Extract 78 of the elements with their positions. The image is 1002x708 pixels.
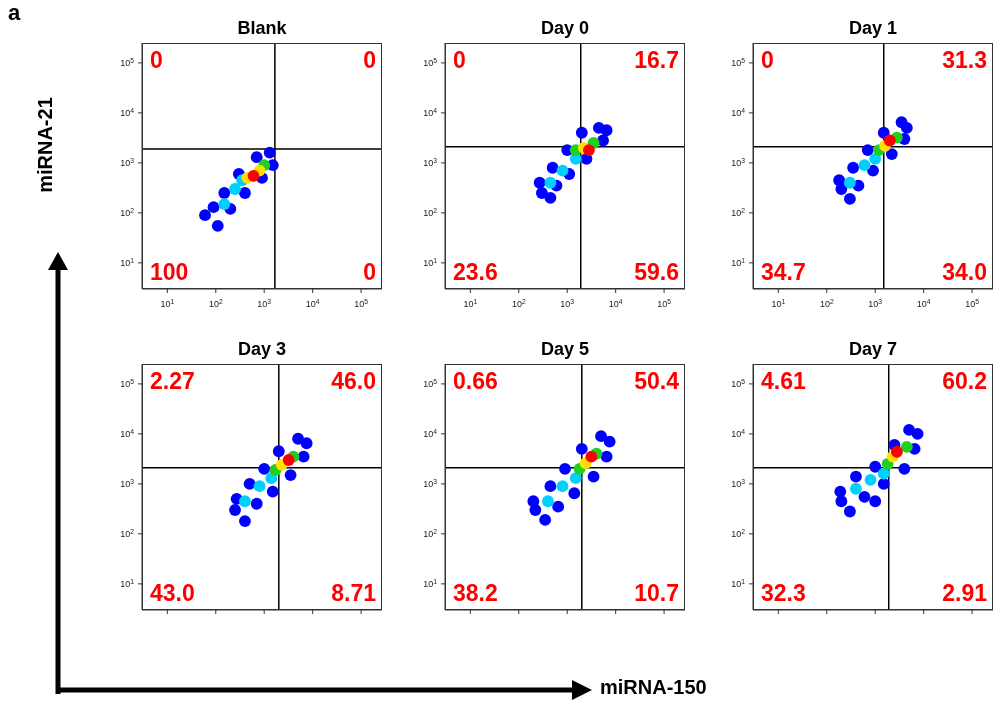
y-tick-label: 10$^{4}$ bbox=[120, 106, 135, 118]
y-tick-label: 10$^{1}$ bbox=[120, 256, 135, 268]
chart-title: Blank bbox=[236, 17, 288, 40]
y-tick-label: 10$^{4}$ bbox=[423, 106, 438, 118]
y-tick-label: 10$^{2}$ bbox=[423, 206, 438, 218]
x-tick-label: 10$^{4}$ bbox=[608, 297, 623, 309]
y-tick-label: 10$^{1}$ bbox=[423, 577, 438, 589]
annotation: 31.3 bbox=[942, 47, 987, 73]
chart-title: Day 1 bbox=[847, 17, 898, 40]
annotation: 0 bbox=[761, 47, 774, 73]
y-tick-label: 10$^{2}$ bbox=[423, 527, 438, 539]
annotation: 16.7 bbox=[634, 47, 679, 73]
annotation: 2.27 bbox=[150, 368, 195, 394]
annotation: 60.2 bbox=[942, 368, 987, 394]
y-tick-label: 10$^{1}$ bbox=[423, 256, 438, 268]
y-tick-label: 10$^{2}$ bbox=[731, 206, 746, 218]
annotation: 43.0 bbox=[150, 580, 195, 606]
annotation: 34.7 bbox=[761, 259, 806, 285]
chart-title: Day 7 bbox=[847, 338, 898, 361]
annotation: 0 bbox=[363, 47, 376, 73]
y-tick-label: 10$^{3}$ bbox=[731, 477, 746, 489]
y-tick-label: 10$^{1}$ bbox=[120, 577, 135, 589]
x-tick-label: 10$^{1}$ bbox=[463, 297, 478, 309]
annotation: 59.6 bbox=[634, 259, 679, 285]
annotation: 23.6 bbox=[453, 259, 498, 285]
annotation: 32.3 bbox=[761, 580, 806, 606]
y-axis-title: miRNA-21 bbox=[33, 96, 57, 195]
x-tick-label: 10$^{2}$ bbox=[819, 297, 834, 309]
annotation: 0 bbox=[453, 47, 466, 73]
x-tick-label: 10$^{4}$ bbox=[916, 297, 931, 309]
x-tick-label: 10$^{1}$ bbox=[771, 297, 786, 309]
y-tick-label: 10$^{2}$ bbox=[120, 527, 135, 539]
y-tick-label: 10$^{3}$ bbox=[120, 477, 135, 489]
x-tick-label: 10$^{2}$ bbox=[511, 297, 526, 309]
y-tick-label: 10$^{3}$ bbox=[423, 477, 438, 489]
y-tick-label: 10$^{2}$ bbox=[120, 206, 135, 218]
annotation: 0 bbox=[150, 47, 163, 73]
y-tick-label: 10$^{3}$ bbox=[120, 156, 135, 168]
annotation: 0.66 bbox=[453, 368, 498, 394]
y-tick-label: 10$^{4}$ bbox=[423, 427, 438, 439]
x-tick-label: 10$^{3}$ bbox=[257, 297, 272, 309]
y-tick-label: 10$^{3}$ bbox=[731, 156, 746, 168]
annotation: 50.4 bbox=[634, 368, 679, 394]
y-tick-label: 10$^{5}$ bbox=[120, 377, 135, 389]
annotation: 34.0 bbox=[942, 259, 987, 285]
y-tick-label: 10$^{3}$ bbox=[423, 156, 438, 168]
text: a bbox=[8, 0, 21, 26]
annotation: 4.61 bbox=[761, 368, 806, 394]
annotation: 8.71 bbox=[331, 580, 376, 606]
annotation: 0 bbox=[363, 259, 376, 285]
x-tick-label: 10$^{3}$ bbox=[560, 297, 575, 309]
annotation: 2.91 bbox=[942, 580, 987, 606]
annotation: 46.0 bbox=[331, 368, 376, 394]
y-tick-label: 10$^{4}$ bbox=[731, 427, 746, 439]
chart-title: Day 3 bbox=[236, 338, 287, 361]
y-tick-label: 10$^{5}$ bbox=[731, 377, 746, 389]
annotation: 10.7 bbox=[634, 580, 679, 606]
y-tick-label: 10$^{5}$ bbox=[731, 56, 746, 68]
x-tick-label: 10$^{1}$ bbox=[160, 297, 175, 309]
annotation: 38.2 bbox=[453, 580, 498, 606]
x-axis-title: miRNA-150 bbox=[600, 676, 707, 699]
y-tick-label: 10$^{5}$ bbox=[423, 56, 438, 68]
chart-title: Day 5 bbox=[539, 338, 590, 361]
x-tick-label: 10$^{4}$ bbox=[305, 297, 320, 309]
x-tick-label: 10$^{3}$ bbox=[868, 297, 883, 309]
x-tick-label: 10$^{5}$ bbox=[354, 297, 369, 309]
y-tick-label: 10$^{4}$ bbox=[731, 106, 746, 118]
y-tick-label: 10$^{2}$ bbox=[731, 527, 746, 539]
y-tick-label: 10$^{5}$ bbox=[423, 377, 438, 389]
annotation: 100 bbox=[150, 259, 189, 285]
y-tick-label: 10$^{1}$ bbox=[731, 577, 746, 589]
x-tick-label: 10$^{2}$ bbox=[208, 297, 223, 309]
y-tick-label: 10$^{4}$ bbox=[120, 427, 135, 439]
chart-title: Day 0 bbox=[539, 17, 590, 40]
y-tick-label: 10$^{1}$ bbox=[731, 256, 746, 268]
x-tick-label: 10$^{5}$ bbox=[657, 297, 672, 309]
x-tick-label: 10$^{5}$ bbox=[965, 297, 980, 309]
y-tick-label: 10$^{5}$ bbox=[120, 56, 135, 68]
